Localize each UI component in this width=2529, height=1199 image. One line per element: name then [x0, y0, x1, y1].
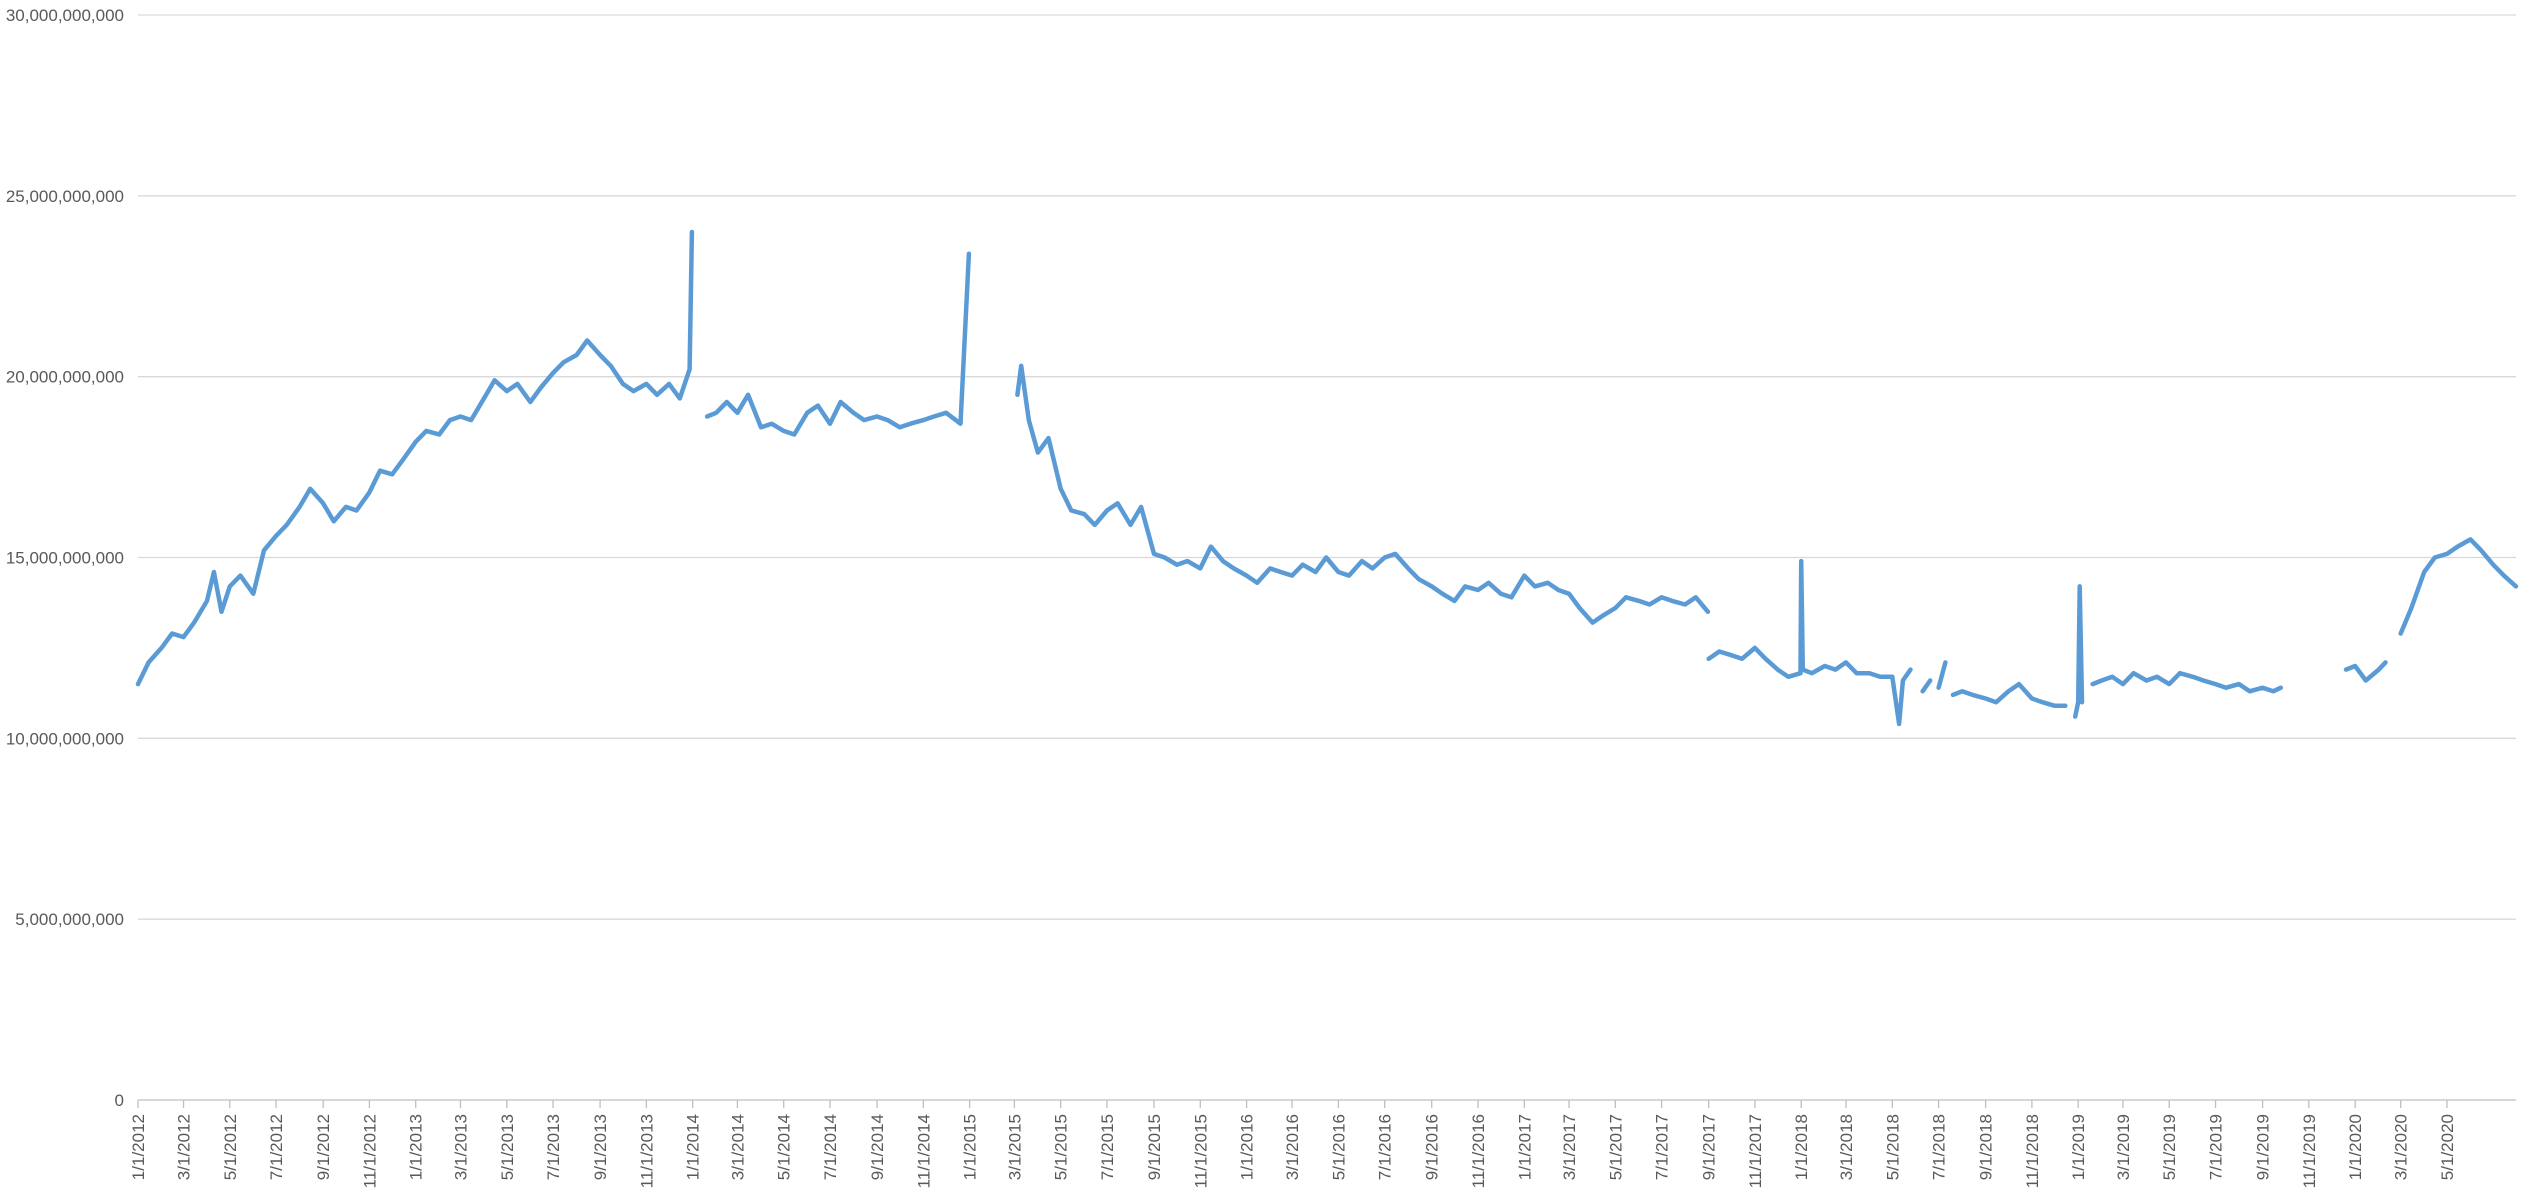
x-tick-label: 1/1/2014	[684, 1114, 703, 1180]
series-line-segment	[2072, 584, 2085, 719]
series-line-segment	[1950, 681, 2068, 709]
y-axis-tick-labels: 0 5,000,000,000 10,000,000,000 15,000,000,0…	[6, 6, 124, 1110]
x-tick-label: 9/1/2018	[1977, 1114, 1996, 1180]
x-tick-label: 11/1/2014	[914, 1114, 933, 1188]
series-line-segment	[135, 229, 695, 687]
series-layer	[135, 229, 2519, 727]
x-tick-label: 1/1/2013	[407, 1114, 426, 1180]
x-tick-label: 9/1/2013	[591, 1114, 610, 1180]
x-tick-label: 7/1/2015	[1098, 1114, 1117, 1180]
x-tick-label: 5/1/2020	[2438, 1114, 2457, 1180]
series-line-segment	[2090, 670, 2284, 694]
x-tick-label: 11/1/2015	[1191, 1114, 1210, 1188]
x-tick-label: 9/1/2019	[2254, 1114, 2273, 1180]
x-tick-label: 11/1/2019	[2300, 1114, 2319, 1188]
x-tick-label: 3/1/2012	[175, 1114, 194, 1180]
x-axis-tick-labels: 1/1/2012 3/1/2012 5/1/2012 7/1/2012 9/1/2012…	[129, 1114, 2457, 1188]
x-tick-label: 9/1/2015	[1145, 1114, 1164, 1180]
series-line-segment	[2398, 537, 2519, 636]
gridlines	[138, 14, 2516, 920]
y-tick-label: 30,000,000,000	[6, 6, 124, 25]
x-tick-label: 3/1/2018	[1837, 1114, 1856, 1180]
x-tick-label: 11/1/2018	[2023, 1114, 2042, 1188]
x-tick-label: 1/1/2015	[961, 1114, 980, 1180]
x-tick-label: 5/1/2019	[2160, 1114, 2179, 1180]
x-tick-label: 1/1/2020	[2346, 1114, 2365, 1180]
x-tick-label: 9/1/2016	[1423, 1114, 1442, 1180]
x-tick-label: 5/1/2012	[221, 1114, 240, 1180]
y-tick-label: 5,000,000,000	[15, 910, 124, 929]
y-tick-label: 20,000,000,000	[6, 368, 124, 387]
y-tick-label: 0	[115, 1091, 124, 1110]
axes	[137, 1099, 2516, 1108]
series-line-segment	[2343, 660, 2388, 683]
x-tick-label: 9/1/2012	[314, 1114, 333, 1180]
x-tick-label: 11/1/2017	[1746, 1114, 1765, 1188]
x-tick-label: 1/1/2018	[1792, 1114, 1811, 1180]
series-line-segment	[1936, 660, 1948, 690]
series-line-segment	[704, 251, 972, 437]
series-line-segment	[1706, 558, 1913, 727]
x-tick-label: 11/1/2013	[637, 1114, 656, 1188]
x-tick-label: 3/1/2013	[451, 1114, 470, 1180]
x-tick-label: 3/1/2014	[728, 1114, 747, 1180]
x-tick-label: 5/1/2015	[1052, 1114, 1071, 1180]
y-tick-label: 15,000,000,000	[6, 549, 124, 568]
x-tick-label: 5/1/2018	[1883, 1114, 1902, 1180]
x-tick-label: 1/1/2019	[2069, 1114, 2088, 1180]
x-tick-label: 3/1/2019	[2114, 1114, 2133, 1180]
x-tick-label: 7/1/2014	[821, 1114, 840, 1180]
x-tick-label: 1/1/2017	[1515, 1114, 1534, 1180]
x-tick-label: 5/1/2013	[498, 1114, 517, 1180]
x-tick-label: 9/1/2017	[1700, 1114, 1719, 1180]
x-tick-label: 7/1/2013	[544, 1114, 563, 1180]
series-line-segment	[1920, 678, 1933, 694]
x-tick-label: 3/1/2016	[1283, 1114, 1302, 1180]
x-tick-label: 3/1/2017	[1560, 1114, 1579, 1180]
x-tick-label: 1/1/2012	[129, 1114, 148, 1180]
x-tick-label: 9/1/2014	[868, 1114, 887, 1180]
x-tick-label: 5/1/2014	[775, 1114, 794, 1180]
x-tick-label: 7/1/2019	[2207, 1114, 2226, 1180]
x-tick-label: 11/1/2012	[360, 1114, 379, 1188]
x-tick-label: 7/1/2016	[1376, 1114, 1395, 1180]
x-tick-label: 5/1/2016	[1329, 1114, 1348, 1180]
x-tick-label: 7/1/2012	[267, 1114, 286, 1180]
x-tick-label: 3/1/2020	[2392, 1114, 2411, 1180]
y-tick-label: 25,000,000,000	[6, 187, 124, 206]
x-tick-label: 3/1/2015	[1005, 1114, 1024, 1180]
x-tick-label: 7/1/2017	[1653, 1114, 1672, 1180]
x-tick-label: 5/1/2017	[1606, 1114, 1625, 1180]
x-tick-label: 7/1/2018	[1930, 1114, 1949, 1180]
series-line-segment	[1015, 363, 1711, 625]
y-tick-label: 10,000,000,000	[6, 729, 124, 748]
x-tick-label: 1/1/2016	[1238, 1114, 1257, 1180]
x-tick-label: 11/1/2016	[1469, 1114, 1488, 1188]
